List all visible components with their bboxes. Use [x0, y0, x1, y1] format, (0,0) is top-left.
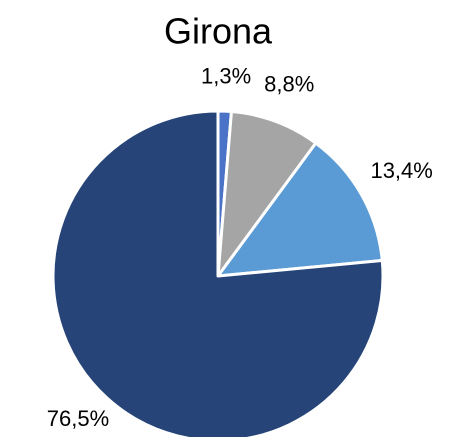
- pie-slice: [216, 141, 384, 278]
- data-label: 8,8%: [264, 71, 314, 96]
- data-label: 76,5%: [47, 406, 109, 431]
- data-label: 13,4%: [370, 158, 432, 183]
- chart-title: Girona: [164, 11, 273, 52]
- pie-slice: [51, 109, 385, 437]
- pie-slice: [216, 110, 318, 278]
- data-label: 1,3%: [201, 63, 251, 88]
